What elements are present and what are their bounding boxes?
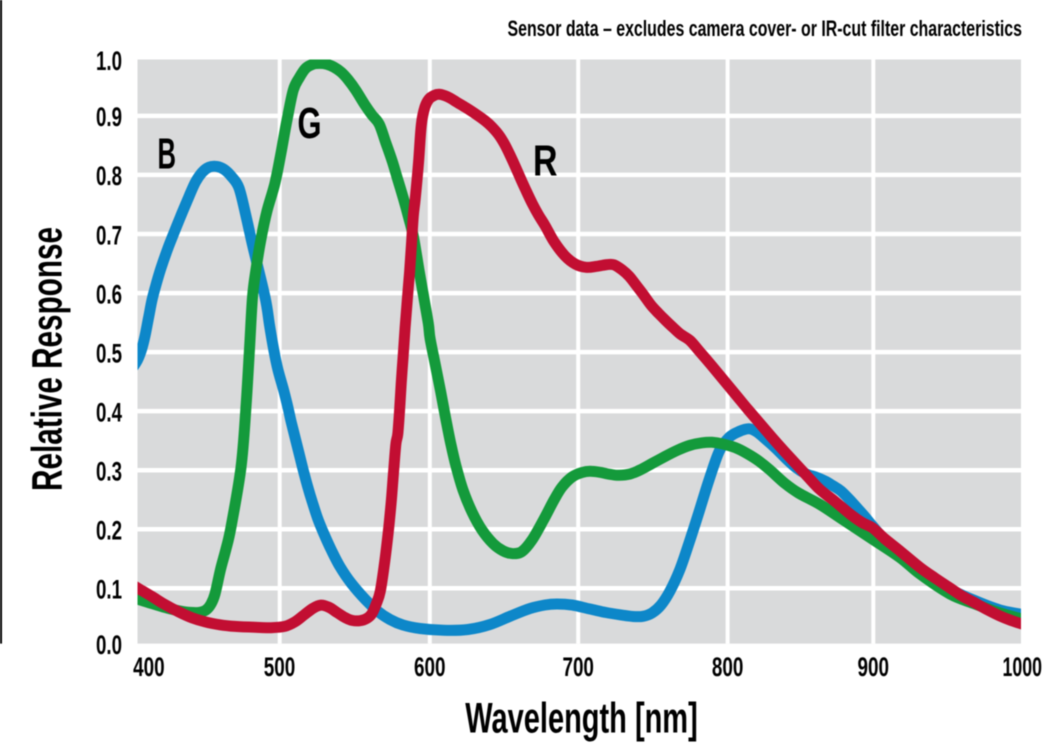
svg-text:1000: 1000 bbox=[1003, 652, 1043, 682]
svg-text:400: 400 bbox=[133, 652, 165, 682]
svg-text:Relative Response: Relative Response bbox=[24, 227, 72, 491]
svg-text:B: B bbox=[158, 131, 177, 179]
svg-text:0.4: 0.4 bbox=[96, 397, 122, 427]
svg-text:0.5: 0.5 bbox=[96, 338, 122, 368]
svg-text:900: 900 bbox=[858, 652, 890, 682]
svg-text:0.0: 0.0 bbox=[96, 630, 122, 660]
svg-text:0.2: 0.2 bbox=[96, 516, 122, 546]
svg-text:0.8: 0.8 bbox=[96, 161, 122, 191]
svg-text:500: 500 bbox=[264, 652, 296, 682]
svg-text:0.3: 0.3 bbox=[96, 457, 122, 487]
svg-text:600: 600 bbox=[414, 652, 446, 682]
svg-text:1.0: 1.0 bbox=[96, 46, 122, 76]
svg-text:0.9: 0.9 bbox=[96, 102, 122, 132]
svg-text:R: R bbox=[533, 138, 558, 186]
svg-text:0.6: 0.6 bbox=[96, 279, 122, 309]
svg-text:Wavelength [nm]: Wavelength [nm] bbox=[465, 694, 698, 742]
svg-text:Sensor data – excludes camera: Sensor data – excludes camera cover- or … bbox=[508, 16, 1023, 41]
svg-text:0.7: 0.7 bbox=[96, 220, 122, 250]
svg-text:800: 800 bbox=[712, 652, 744, 682]
svg-text:0.1: 0.1 bbox=[96, 575, 122, 605]
svg-text:G: G bbox=[298, 100, 322, 148]
svg-text:700: 700 bbox=[562, 652, 594, 682]
